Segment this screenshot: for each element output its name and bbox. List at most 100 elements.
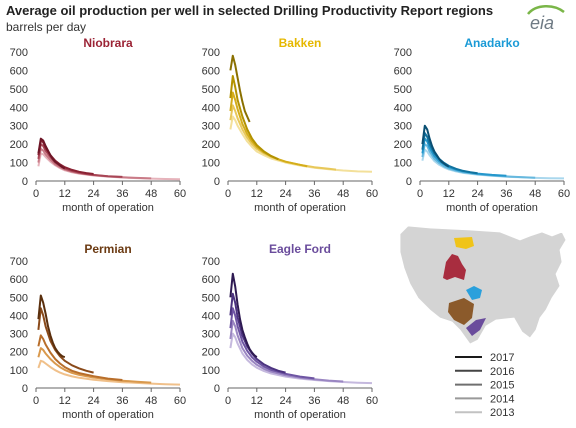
x-tick-label: 60 <box>366 395 378 407</box>
y-tick-label: 200 <box>202 347 220 359</box>
x-tick-label: 12 <box>59 395 71 407</box>
region-eagle-ford <box>466 318 486 336</box>
x-axis-label-anadarko: month of operation <box>446 202 538 214</box>
chart-niobrara: Niobrara 0 100 200 300 400 500 600 700 0 12 24 36 48 6… <box>10 36 186 214</box>
y-tick-label: 700 <box>202 47 220 59</box>
x-tick-label: 24 <box>87 188 99 200</box>
x-tick-label: 12 <box>443 188 455 200</box>
y-tick-label: 500 <box>202 292 220 304</box>
x-tick-label: 60 <box>366 188 378 200</box>
x-tick-label: 0 <box>225 188 231 200</box>
y-tick-label: 600 <box>202 65 220 77</box>
x-axis-label-bakken: month of operation <box>254 202 346 214</box>
y-tick-label: 300 <box>202 121 220 133</box>
y-tick-label: 700 <box>10 256 28 268</box>
series-line-bakken-2015 <box>229 91 308 168</box>
chart-eagle-ford: Eagle Ford 0 100 200 300 400 500 600 700 0 12 24 36 4… <box>202 242 378 421</box>
series-line-eagle-ford-2017 <box>229 272 258 358</box>
legend-label-2017: 2017 <box>490 352 514 364</box>
x-tick-label: 36 <box>116 395 128 407</box>
y-tick-label: 100 <box>394 158 412 170</box>
series-line-permian-2017 <box>37 294 66 359</box>
y-tick-label: 200 <box>10 347 28 359</box>
y-tick-label: 500 <box>10 292 28 304</box>
chart-title-anadarko: Anadarko <box>464 36 519 50</box>
series-line-permian-2015 <box>37 334 123 381</box>
y-tick-label: 300 <box>202 329 220 341</box>
legend-label-2015: 2015 <box>490 380 514 392</box>
y-tick-label: 100 <box>10 158 28 170</box>
series-line-permian-2013 <box>37 359 181 386</box>
region-permian <box>448 298 474 325</box>
x-tick-label: 12 <box>59 188 71 200</box>
y-tick-label: 400 <box>10 102 28 114</box>
chart-title-bakken: Bakken <box>279 36 322 50</box>
x-tick-label: 24 <box>87 395 99 407</box>
series-line-eagle-ford-2015 <box>229 307 315 380</box>
y-tick-label: 400 <box>10 310 28 322</box>
y-tick-label: 0 <box>214 176 220 188</box>
y-tick-label: 300 <box>10 329 28 341</box>
page-subtitle: barrels per day <box>6 20 87 34</box>
y-tick-label: 400 <box>394 102 412 114</box>
x-tick-label: 24 <box>279 188 291 200</box>
x-tick-label: 60 <box>174 188 186 200</box>
x-tick-label: 36 <box>500 188 512 200</box>
page-title: Average oil production per well in selec… <box>6 3 494 18</box>
x-tick-label: 36 <box>116 188 128 200</box>
chart-anadarko: Anadarko 0 100 200 300 400 500 600 700 0 12 24 36 48 6… <box>394 36 570 214</box>
chart-title-niobrara: Niobrara <box>83 36 133 50</box>
x-tick-label: 36 <box>308 395 320 407</box>
x-tick-label: 12 <box>251 395 263 407</box>
x-tick-label: 48 <box>145 188 157 200</box>
y-tick-label: 500 <box>202 84 220 96</box>
x-tick-label: 36 <box>308 188 320 200</box>
eia-logo-swoosh <box>527 5 565 15</box>
y-tick-label: 0 <box>22 383 28 395</box>
series-line-bakken-2017 <box>229 54 251 123</box>
x-tick-label: 0 <box>225 395 231 407</box>
legend-label-2014: 2014 <box>490 393 514 405</box>
y-tick-label: 0 <box>406 176 412 188</box>
x-tick-label: 0 <box>417 188 423 200</box>
y-tick-label: 600 <box>10 65 28 77</box>
series-line-bakken-2016 <box>229 75 279 161</box>
chart-permian: Permian 0 100 200 300 400 500 600 700 0 12 24 36 48 60… <box>10 242 186 421</box>
x-tick-label: 0 <box>33 395 39 407</box>
y-tick-label: 400 <box>202 310 220 322</box>
series-line-anadarko-2017 <box>421 124 450 168</box>
x-tick-label: 0 <box>33 188 39 200</box>
y-tick-label: 700 <box>10 47 28 59</box>
x-tick-label: 24 <box>471 188 483 200</box>
y-tick-label: 100 <box>202 158 220 170</box>
y-tick-label: 400 <box>202 102 220 114</box>
y-tick-label: 100 <box>10 365 28 377</box>
legend-label-2013: 2013 <box>490 407 514 419</box>
region-niobrara <box>443 254 466 280</box>
eia-logo: eia <box>527 5 565 33</box>
chart-bakken: Bakken 0 100 200 300 400 500 600 700 0 12 24 36 48 60 m… <box>202 36 378 214</box>
y-tick-label: 600 <box>394 65 412 77</box>
region-bakken <box>454 237 474 249</box>
region-anadarko <box>466 286 482 300</box>
y-tick-label: 300 <box>10 121 28 133</box>
eia-logo-text: eia <box>530 13 554 33</box>
y-tick-label: 200 <box>202 139 220 151</box>
x-axis-label-niobrara: month of operation <box>62 202 154 214</box>
us-map-outline <box>399 225 567 345</box>
x-tick-label: 12 <box>251 188 263 200</box>
y-tick-label: 700 <box>202 256 220 268</box>
y-tick-label: 500 <box>394 84 412 96</box>
legend-label-2016: 2016 <box>490 366 514 378</box>
chart-title-eagle-ford: Eagle Ford <box>269 242 331 256</box>
x-tick-label: 48 <box>529 188 541 200</box>
x-tick-label: 60 <box>558 188 570 200</box>
y-tick-label: 0 <box>22 176 28 188</box>
x-tick-label: 48 <box>145 395 157 407</box>
series-line-bakken-2014 <box>229 104 337 171</box>
y-tick-label: 600 <box>10 274 28 286</box>
y-tick-label: 200 <box>394 139 412 151</box>
